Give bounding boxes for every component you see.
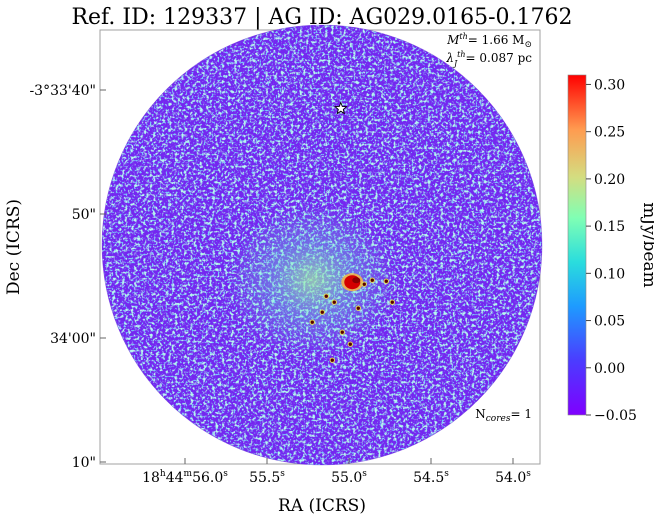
colorbar-tick-label: 0.05 <box>594 314 625 330</box>
emission-knot <box>331 299 337 305</box>
emission-map <box>102 25 542 465</box>
emission-knot <box>383 278 389 284</box>
colorbar-tick-label: 0.25 <box>594 125 625 141</box>
y-axis-label: Dec (ICRS) <box>4 199 24 295</box>
x-tick-label: 54.5s <box>413 469 449 486</box>
mass-threshold-label: Mth= 1.66 M⊙ <box>446 32 532 50</box>
emission-knot <box>309 319 315 325</box>
emission-knot <box>329 357 335 363</box>
y-tick-label: -3°33'40" <box>29 83 96 99</box>
x-tick-label: 18h44m56.0s <box>142 469 228 486</box>
peak-center <box>352 277 361 284</box>
colorbar-tick-label: 0.00 <box>594 361 625 377</box>
x-ticks: 18h44m56.0s 55.5s 55.0s 54.5s 54.0s <box>142 458 531 486</box>
star-marker <box>333 101 348 115</box>
colorbar-tick-label: 0.15 <box>594 219 625 235</box>
emission-knot <box>347 341 353 347</box>
emission-knot <box>355 305 361 311</box>
colorbar-tick-label: 0.20 <box>594 172 625 188</box>
x-tick-label: 54.0s <box>495 469 531 486</box>
x-tick-label: 55.5s <box>249 469 285 486</box>
map-edge <box>101 24 543 466</box>
emission-knot <box>323 293 329 299</box>
emission-knot <box>369 277 375 283</box>
ncores-label: Ncores= 1 <box>475 407 532 424</box>
y-ticks: -3°33'40" 50" 34'00" 10" <box>29 83 106 471</box>
jeans-length-label: λJth= 0.087 pc <box>445 50 532 68</box>
colorbar-tick-label: −0.05 <box>594 408 637 424</box>
colorbar-tick-label: 0.10 <box>594 266 625 282</box>
x-tick-label: 55.0s <box>331 469 367 486</box>
colorbar <box>567 74 587 416</box>
colorbar-label: mJy/beam <box>639 202 654 287</box>
emission-clumps <box>309 273 395 363</box>
y-tick-label: 50" <box>72 207 96 223</box>
colorbar-tick-label: 0.30 <box>594 77 625 93</box>
emission-knot <box>361 281 367 287</box>
y-tick-label: 10" <box>72 455 96 471</box>
x-axis-label: RA (ICRS) <box>278 496 366 516</box>
emission-knot <box>339 329 345 335</box>
emission-knot <box>389 299 395 305</box>
star-shape <box>333 101 348 115</box>
colorbar-ticks: 0.30 0.25 0.20 0.15 0.10 0.05 0.00 −0.05 <box>586 77 637 424</box>
emission-knot <box>319 309 325 315</box>
y-tick-label: 34'00" <box>50 331 96 347</box>
